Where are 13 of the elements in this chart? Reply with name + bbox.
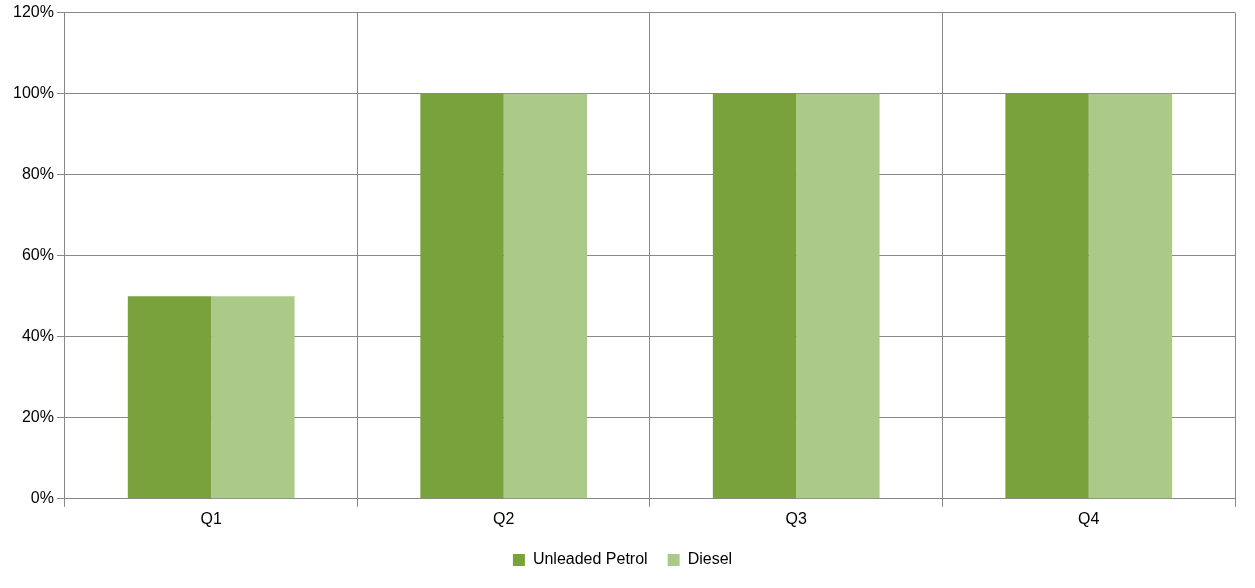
legend-label: Diesel [687, 550, 733, 568]
legend-label: Unleaded Petrol [532, 550, 648, 568]
y-tick-label: 60% [21, 246, 54, 264]
y-tick-label: 0% [30, 489, 54, 507]
x-tick-label: Q4 [1078, 509, 1100, 527]
y-tick-label: 20% [21, 408, 54, 426]
y-tick-label: 80% [21, 165, 54, 183]
y-tick-label: 100% [13, 84, 54, 102]
y-tick-label: 120% [13, 3, 54, 21]
y-tick-label: 40% [21, 327, 54, 345]
x-tick-label: Q1 [200, 509, 222, 527]
x-tick-label: Q3 [785, 509, 807, 527]
x-tick-label: Q2 [493, 509, 515, 527]
